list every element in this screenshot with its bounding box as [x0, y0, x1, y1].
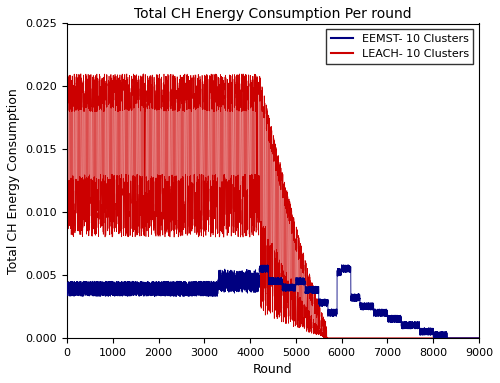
EEMST- 10 Clusters — [389, 315, 395, 320]
LEACH- 10 Clusters — [78, 72, 84, 76]
Y-axis label: Total CH Energy Consumption: Total CH Energy Consumption — [7, 88, 20, 273]
EEMST- 10 Clusters — [88, 284, 94, 288]
X-axis label: Round: Round — [253, 363, 293, 376]
EEMST- 10 Clusters — [430, 336, 436, 340]
EEMST- 10 Clusters — [316, 298, 322, 302]
Line: LEACH- 10 Clusters: LEACH- 10 Clusters — [67, 74, 479, 338]
EEMST- 10 Clusters — [64, 281, 70, 285]
EEMST- 10 Clusters — [469, 336, 475, 340]
EEMST- 10 Clusters — [322, 301, 328, 305]
Line: EEMST- 10 Clusters: EEMST- 10 Clusters — [67, 265, 479, 338]
Title: Total CH Energy Consumption Per round: Total CH Energy Consumption Per round — [134, 7, 412, 21]
LEACH- 10 Clusters — [320, 336, 326, 340]
EEMST- 10 Clusters — [174, 287, 180, 291]
LEACH- 10 Clusters — [64, 106, 70, 111]
LEACH- 10 Clusters — [174, 75, 180, 79]
EEMST- 10 Clusters — [339, 263, 345, 267]
LEACH- 10 Clusters — [476, 336, 482, 340]
LEACH- 10 Clusters — [389, 336, 395, 340]
LEACH- 10 Clusters — [88, 74, 94, 79]
EEMST- 10 Clusters — [476, 336, 482, 340]
Legend: EEMST- 10 Clusters, LEACH- 10 Clusters: EEMST- 10 Clusters, LEACH- 10 Clusters — [326, 29, 474, 64]
LEACH- 10 Clusters — [469, 336, 475, 340]
LEACH- 10 Clusters — [322, 335, 328, 339]
LEACH- 10 Clusters — [316, 319, 322, 323]
